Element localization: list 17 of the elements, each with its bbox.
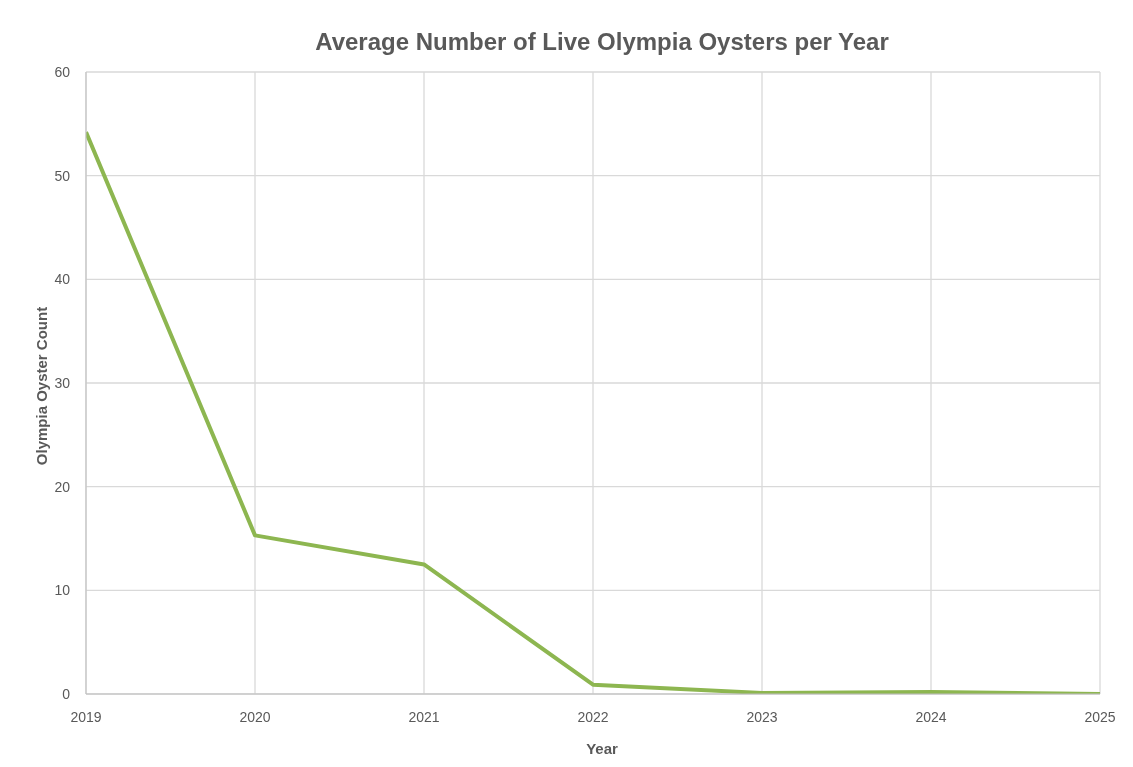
y-tick-label: 0 xyxy=(62,685,71,702)
x-tick-label: 2022 xyxy=(577,708,609,725)
y-tick-label: 50 xyxy=(54,167,71,184)
y-tick-label: 30 xyxy=(54,374,71,391)
x-tick-label: 2021 xyxy=(408,708,440,725)
y-tick-label: 60 xyxy=(54,63,71,80)
chart-title: Average Number of Live Olympia Oysters per Year xyxy=(314,28,890,56)
x-axis-title: Year xyxy=(585,740,619,757)
x-tick-label: 2020 xyxy=(239,708,271,725)
x-tick-label: 2025 xyxy=(1084,708,1116,725)
y-tick-label: 40 xyxy=(54,271,71,288)
y-tick-label: 10 xyxy=(54,582,71,599)
x-tick-label: 2019 xyxy=(70,708,102,725)
x-tick-label: 2023 xyxy=(746,708,778,725)
y-tick-label: 20 xyxy=(54,478,71,495)
y-axis-title: Olympia Oyster Count xyxy=(32,306,50,466)
x-tick-label: 2024 xyxy=(915,708,947,725)
